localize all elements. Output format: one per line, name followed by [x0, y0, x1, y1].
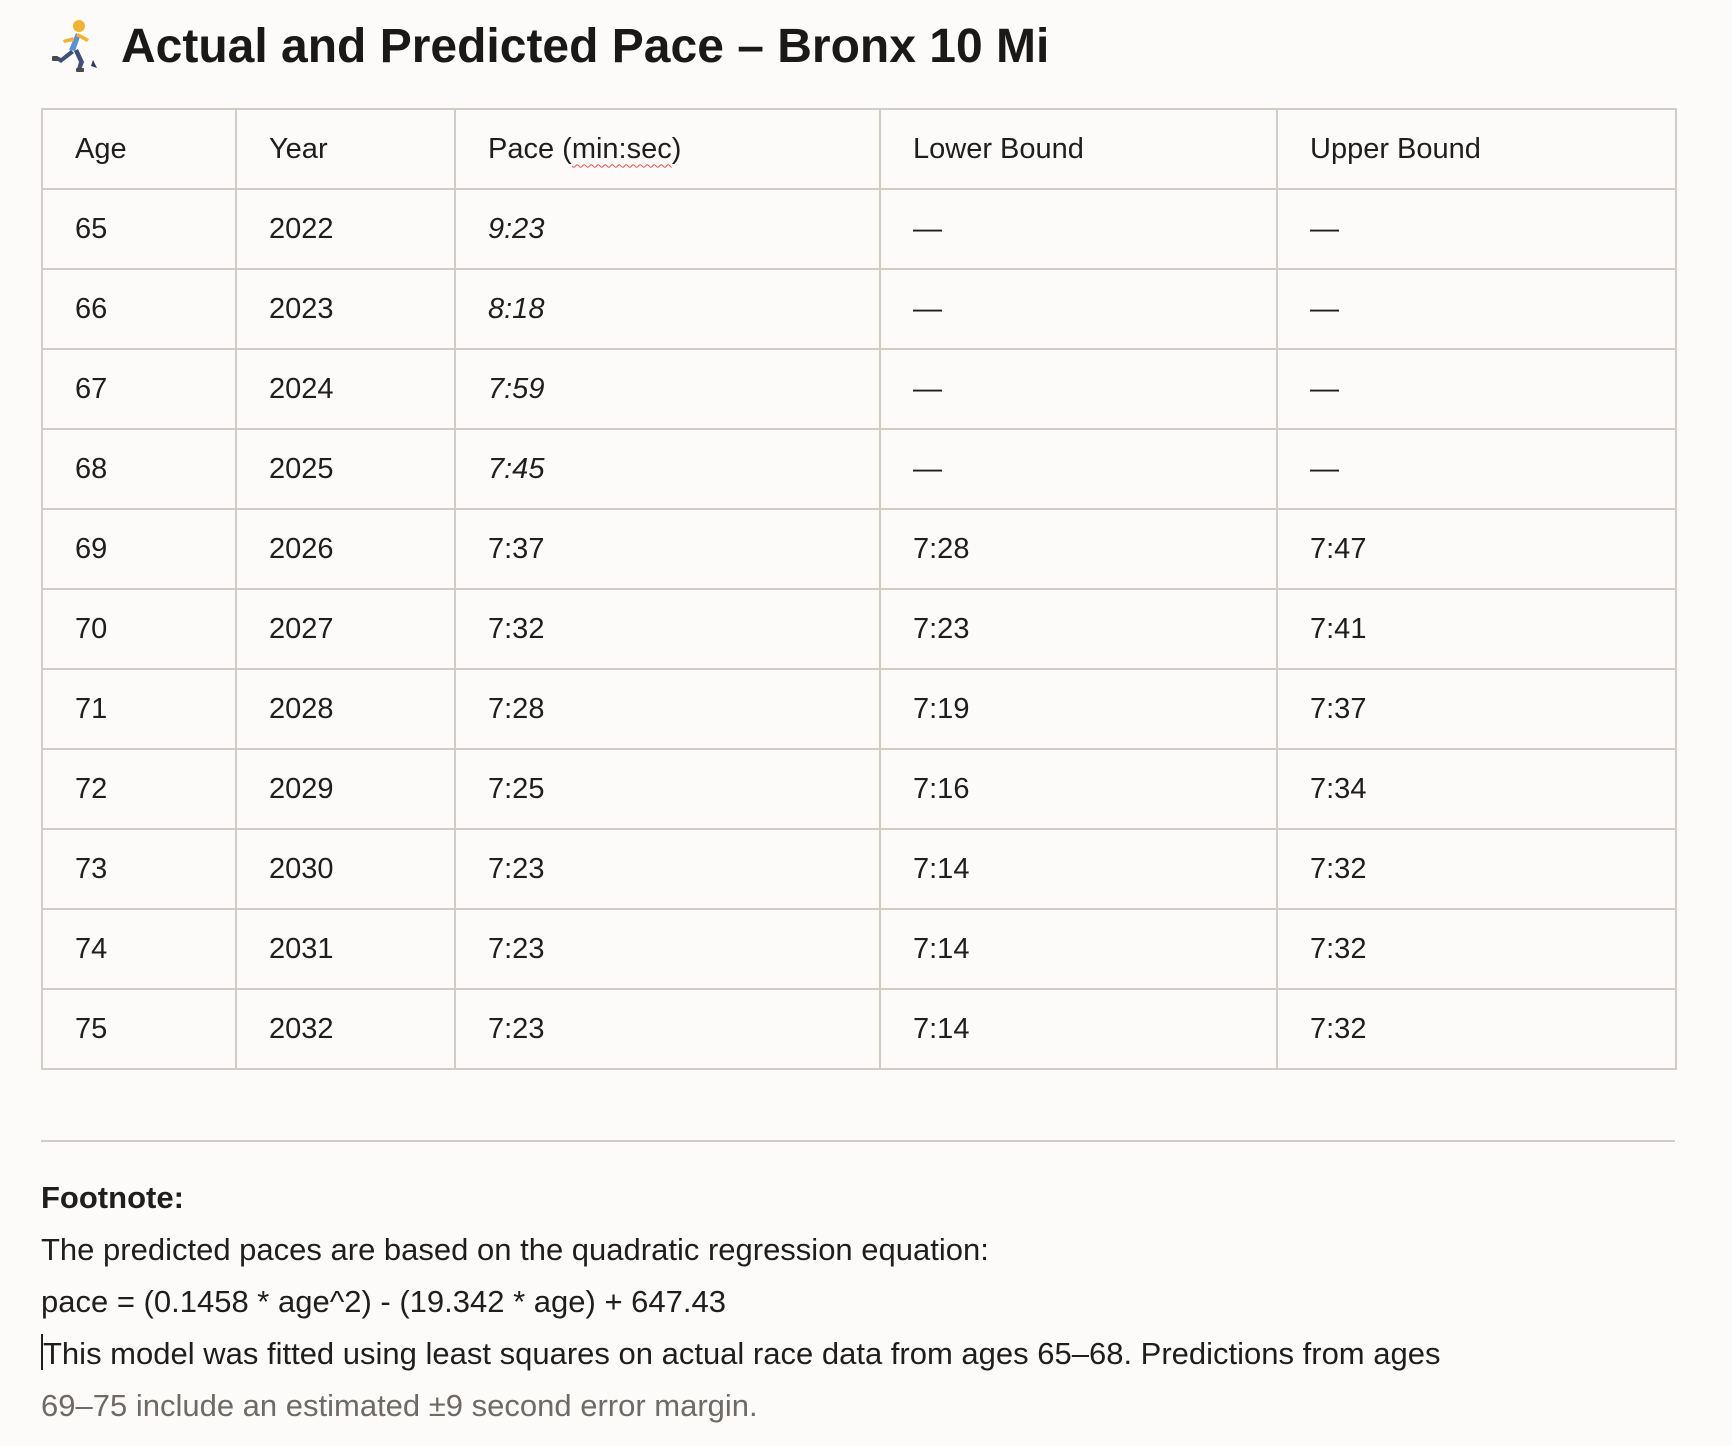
cell-lower-bound: — [879, 268, 1278, 350]
cell-upper-bound: 7:47 [1276, 508, 1677, 590]
cell-lower-bound: 7:16 [879, 748, 1278, 830]
cell-pace: 7:23 [454, 988, 881, 1070]
pace-table: Age Year Pace (min:sec) Lower Bound Uppe… [41, 108, 1677, 1070]
page-title: Actual and Predicted Pace – Bronx 10 Mi [121, 19, 1050, 73]
table-row: 67 2024 7:59— — [41, 348, 1677, 430]
cell-age: 72 [41, 748, 237, 830]
cell-age: 67 [41, 348, 237, 430]
cell-lower-bound: — [879, 348, 1278, 430]
column-header-pace: Pace (min:sec) [454, 108, 881, 190]
cell-year: 2031 [235, 908, 456, 990]
table-body: 65 2022 9:23— —66 2023 8:18— —67 2024 7:59— —68 20… [41, 188, 1677, 1070]
cell-upper-bound: 7:34 [1276, 748, 1677, 830]
cell-pace: 7:23 [454, 828, 881, 910]
cell-upper-bound: — [1276, 428, 1677, 510]
cell-age: 68 [41, 428, 237, 510]
cell-age: 73 [41, 828, 237, 910]
cell-age: 71 [41, 668, 237, 750]
table-row: 71 2028 7:28 7:19 7:37 [41, 668, 1677, 750]
cell-age: 70 [41, 588, 237, 670]
cell-lower-bound: 7:28 [879, 508, 1278, 590]
cell-year: 2029 [235, 748, 456, 830]
cell-age: 69 [41, 508, 237, 590]
cell-lower-bound: — [879, 188, 1278, 270]
cell-upper-bound: — [1276, 268, 1677, 350]
cell-upper-bound: 7:41 [1276, 588, 1677, 670]
cell-pace: 7:59 [454, 348, 881, 430]
cell-upper-bound: 7:32 [1276, 908, 1677, 990]
cell-age: 75 [41, 988, 237, 1070]
cell-pace: 7:32 [454, 588, 881, 670]
footnote-model-text: This model was fitted using least square… [43, 1336, 1441, 1371]
table-row: 69 2026 7:37 7:28 7:47 [41, 508, 1677, 590]
cell-pace: 8:18 [454, 268, 881, 350]
text-cursor [41, 1334, 43, 1370]
cell-pace: 7:25 [454, 748, 881, 830]
person-running-icon [52, 20, 97, 72]
table-row: 73 2030 7:23 7:14 7:32 [41, 828, 1677, 910]
table-row: 75 2032 7:23 7:14 7:32 [41, 988, 1677, 1070]
pace-header-suffix: ) [671, 132, 682, 165]
cell-upper-bound: — [1276, 348, 1677, 430]
title-row: Actual and Predicted Pace – Bronx 10 Mi [49, 14, 1049, 78]
cell-upper-bound: 7:37 [1276, 668, 1677, 750]
cell-year: 2027 [235, 588, 456, 670]
table-row: 70 2027 7:32 7:23 7:41 [41, 588, 1677, 670]
cell-year: 2025 [235, 428, 456, 510]
table-row: 66 2023 8:18— — [41, 268, 1677, 350]
cell-pace: 7:45 [454, 428, 881, 510]
cell-lower-bound: 7:14 [879, 988, 1278, 1070]
footnote-heading: Footnote: [41, 1180, 184, 1215]
cell-pace: 7:37 [454, 508, 881, 590]
cell-year: 2032 [235, 988, 456, 1070]
cell-lower-bound: 7:19 [879, 668, 1278, 750]
cell-upper-bound: — [1276, 188, 1677, 270]
table-row: 65 2022 9:23— — [41, 188, 1677, 270]
cell-lower-bound: — [879, 428, 1278, 510]
cell-year: 2023 [235, 268, 456, 350]
cell-age: 74 [41, 908, 237, 990]
table-header-row: Age Year Pace (min:sec) Lower Bound Uppe… [41, 108, 1677, 190]
column-header-age: Age [41, 108, 237, 190]
cell-pace: 9:23 [454, 188, 881, 270]
column-header-upper-bound: Upper Bound [1276, 108, 1677, 190]
divider [41, 1140, 1675, 1142]
cell-year: 2024 [235, 348, 456, 430]
cell-pace: 7:28 [454, 668, 881, 750]
cell-lower-bound: 7:14 [879, 828, 1278, 910]
table-row: 74 2031 7:23 7:14 7:32 [41, 908, 1677, 990]
cell-lower-bound: 7:14 [879, 908, 1278, 990]
cell-lower-bound: 7:23 [879, 588, 1278, 670]
cell-year: 2030 [235, 828, 456, 910]
cell-year: 2026 [235, 508, 456, 590]
table-row: 68 2025 7:45— — [41, 428, 1677, 510]
cell-year: 2028 [235, 668, 456, 750]
column-header-lower-bound: Lower Bound [879, 108, 1278, 190]
footnote-model-line: This model was fitted using least square… [41, 1328, 1675, 1380]
table-row: 72 2029 7:25 7:16 7:34 [41, 748, 1677, 830]
regression-equation: pace = (0.1458 * age^2) - (19.342 * age)… [41, 1284, 726, 1319]
pace-header-prefix: Pace ( [488, 132, 572, 165]
cell-age: 66 [41, 268, 237, 350]
cell-pace: 7:23 [454, 908, 881, 990]
footnote-margin-line: 69–75 include an estimated ±9 second err… [41, 1388, 758, 1423]
column-header-year: Year [235, 108, 456, 190]
cell-year: 2022 [235, 188, 456, 270]
cell-upper-bound: 7:32 [1276, 988, 1677, 1070]
cell-upper-bound: 7:32 [1276, 828, 1677, 910]
footnote: Footnote: The predicted paces are based … [41, 1172, 1675, 1432]
cell-age: 65 [41, 188, 237, 270]
spellcheck-flagged-word[interactable]: min:sec [571, 132, 672, 165]
footnote-intro: The predicted paces are based on the qua… [41, 1232, 989, 1267]
